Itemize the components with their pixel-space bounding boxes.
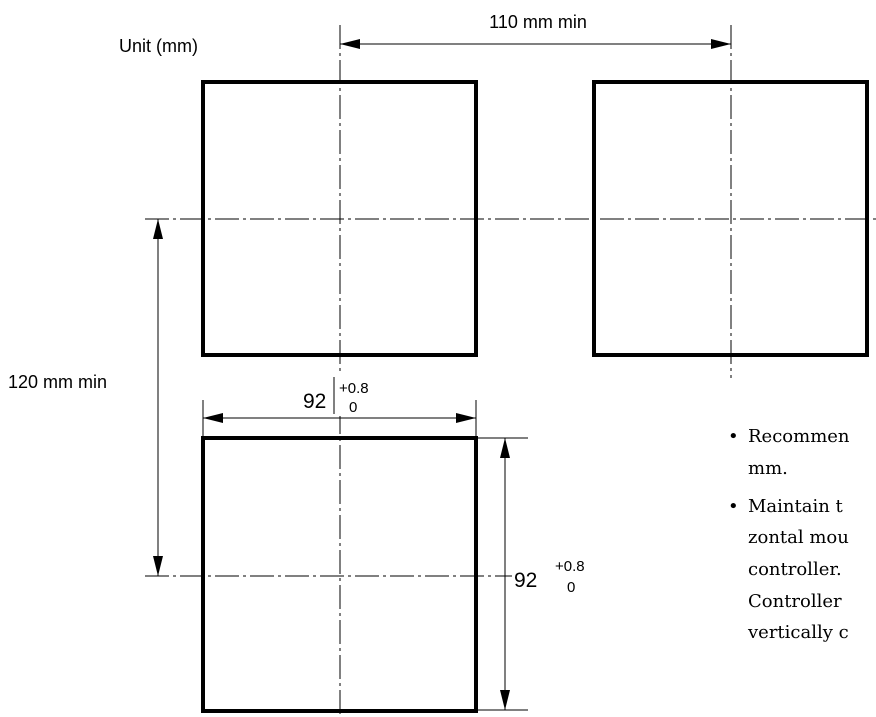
cutout-height-upper-tolerance: +0.8	[555, 558, 585, 575]
cutout-width-upper-tolerance: +0.8	[339, 380, 369, 397]
note-2-bullet: •	[728, 496, 739, 517]
note-2-line-5: vertically c	[747, 622, 849, 643]
cutout-height-value: 92	[514, 569, 537, 592]
cutout-height-lower-tolerance: 0	[567, 579, 575, 596]
unit-label: Unit (mm)	[119, 36, 198, 56]
notes: • Recommen mm. • Maintain t zontal mou c…	[728, 426, 850, 643]
vertical-pitch-label: 120 mm min	[8, 372, 107, 392]
note-2-line-4: Controller	[748, 591, 842, 612]
cutout-height-label-bg	[512, 552, 602, 602]
note-1-line-2: mm.	[748, 458, 788, 479]
note-1-bullet: •	[728, 426, 739, 447]
note-1-line-1: Recommen	[748, 426, 850, 447]
cutout-width-lower-tolerance: 0	[349, 399, 357, 416]
cutout-width-value: 92	[303, 390, 326, 413]
note-2-line-1: Maintain t	[748, 496, 844, 517]
note-2-line-2: zontal mou	[748, 527, 849, 548]
horizontal-pitch-label: 110 mm min	[489, 12, 587, 32]
note-2-line-3: controller.	[748, 559, 842, 580]
